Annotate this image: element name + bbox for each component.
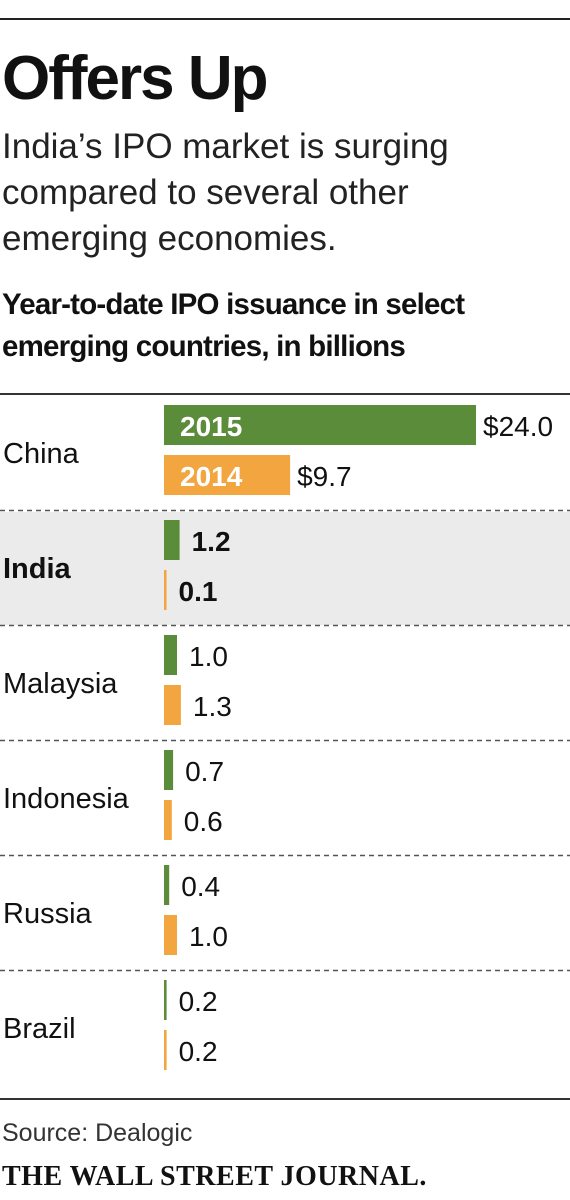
category-label-malaysia: Malaysia [3, 668, 118, 700]
highlight-row-india [0, 512, 570, 625]
bar-2015-brazil [164, 980, 167, 1020]
bar-2014-india [164, 570, 167, 610]
value-label-2014-china: $9.7 [297, 461, 352, 492]
value-label-2014-brazil: 0.2 [179, 1036, 218, 1067]
value-label-2014-malaysia: 1.3 [193, 691, 232, 722]
bar-2015-malaysia [164, 635, 177, 675]
bar-2015-china [164, 405, 476, 445]
bottom-rule [0, 1098, 570, 1100]
headline: Offers Up [2, 44, 268, 113]
value-label-2015-malaysia: 1.0 [189, 641, 228, 672]
source-note: Source: Dealogic [2, 1119, 193, 1147]
value-label-2014-india: 0.1 [179, 576, 218, 607]
bar-2015-india [164, 520, 180, 560]
value-label-2015-indonesia: 0.7 [185, 756, 224, 787]
value-label-2015-india: 1.2 [192, 526, 231, 557]
bar-2015-indonesia [164, 750, 174, 790]
category-label-brazil: Brazil [3, 1013, 76, 1045]
section-rule [0, 393, 570, 395]
publisher-logo: THE WALL STREET JOURNAL. [2, 1161, 427, 1192]
bar-chart: China 2015 $24.0 2014 $9.7 India 1.2 0.1 Malaysi… [0, 405, 570, 1070]
chart-title: Year-to-date IPO issuance in select emer… [2, 288, 465, 363]
category-label-india: India [3, 553, 72, 585]
bar-2015-russia [164, 865, 170, 905]
category-label-indonesia: Indonesia [3, 783, 130, 815]
subhead: India’s IPO market is surging compared t… [2, 127, 449, 258]
bar-2014-indonesia [164, 800, 172, 840]
category-label-china: China [3, 438, 80, 470]
bar-2014-malaysia [164, 685, 181, 725]
value-label-2015-russia: 0.4 [181, 871, 220, 902]
legend-label-2014: 2014 [180, 461, 243, 492]
value-label-2014-russia: 1.0 [189, 921, 228, 952]
value-label-2015-brazil: 0.2 [179, 986, 218, 1017]
bar-2014-china [164, 455, 291, 495]
legend-label-2015: 2015 [180, 411, 242, 442]
bar-2014-brazil [164, 1030, 167, 1070]
bar-2014-russia [164, 915, 177, 955]
category-label-russia: Russia [3, 898, 93, 930]
top-rule [0, 18, 570, 20]
value-label-2015-china: $24.0 [483, 411, 553, 442]
value-label-2014-indonesia: 0.6 [184, 806, 223, 837]
